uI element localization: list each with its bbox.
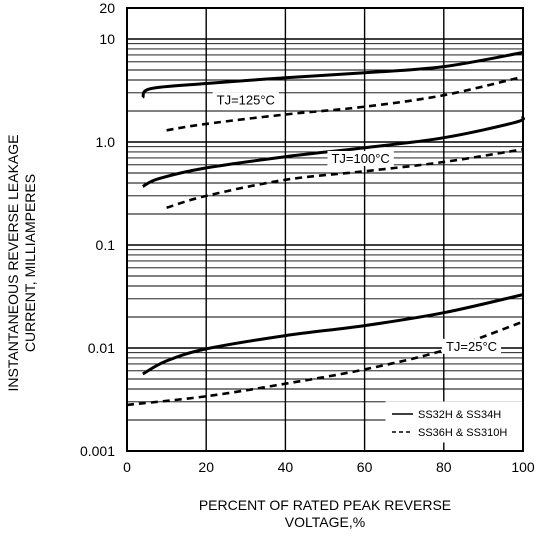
y-tick-label: 10 (99, 31, 115, 47)
x-tick-label: 100 (511, 459, 535, 475)
legend: SS32H & SS34H SS36H & SS310H (385, 401, 524, 443)
annotation-backdrop (212, 92, 279, 108)
series-group (126, 51, 526, 407)
y-axis-label-line2: CURRENT, MILLIAMPERES (22, 174, 38, 352)
y-tick-label: 0.1 (96, 237, 116, 253)
series-line-5-dashed (126, 320, 524, 407)
legend-box (385, 401, 524, 443)
x-axis-label-line2: VOLTAGE,% (284, 514, 366, 530)
x-tick-label: 0 (123, 459, 131, 475)
series-line-4-solid (142, 293, 524, 376)
plot-frame (126, 7, 524, 452)
y-tick-labels: 0.001 0.01 0.1 1.0 10 20 (80, 0, 115, 459)
y-tick-label: 0.01 (88, 340, 115, 356)
annotation-backdrop (441, 338, 502, 354)
x-tick-label: 60 (357, 459, 373, 475)
curve-annotation-1: TJ=100°C (331, 151, 389, 166)
series-line-1-dashed (166, 75, 524, 132)
series-line-0-solid (141, 51, 524, 99)
y-axis-label: INSTANTANEOUS REVERSE LEAKAGE CURRENT, M… (5, 135, 38, 392)
y-tick-label: 1.0 (96, 134, 116, 150)
y-axis-label-line1: INSTANTANEOUS REVERSE LEAKAGE (5, 135, 21, 392)
legend-entry-dashed: SS36H & SS310H (418, 427, 507, 439)
curve-annotation-0: TJ=125°C (217, 92, 275, 107)
x-axis-label-line1: PERCENT OF RATED PEAK REVERSE (198, 497, 452, 513)
curve-annotations: TJ=125°C TJ=100°C TJ=25°C (212, 92, 502, 354)
annotation-backdrop (327, 150, 394, 166)
x-tick-label: 80 (436, 459, 452, 475)
x-tick-labels: 0 20 40 60 80 100 (123, 459, 535, 475)
x-tick-label: 40 (278, 459, 294, 475)
legend-entry-solid: SS32H & SS34H (418, 409, 501, 421)
x-tick-label: 20 (198, 459, 214, 475)
curve-annotation-2: TJ=25°C (446, 339, 497, 354)
y-tick-label: 20 (99, 0, 115, 16)
series-line-3-dashed (166, 148, 524, 209)
x-axis-label: PERCENT OF RATED PEAK REVERSE VOLTAGE,% (160, 497, 490, 531)
y-tick-label: 0.001 (80, 443, 115, 459)
